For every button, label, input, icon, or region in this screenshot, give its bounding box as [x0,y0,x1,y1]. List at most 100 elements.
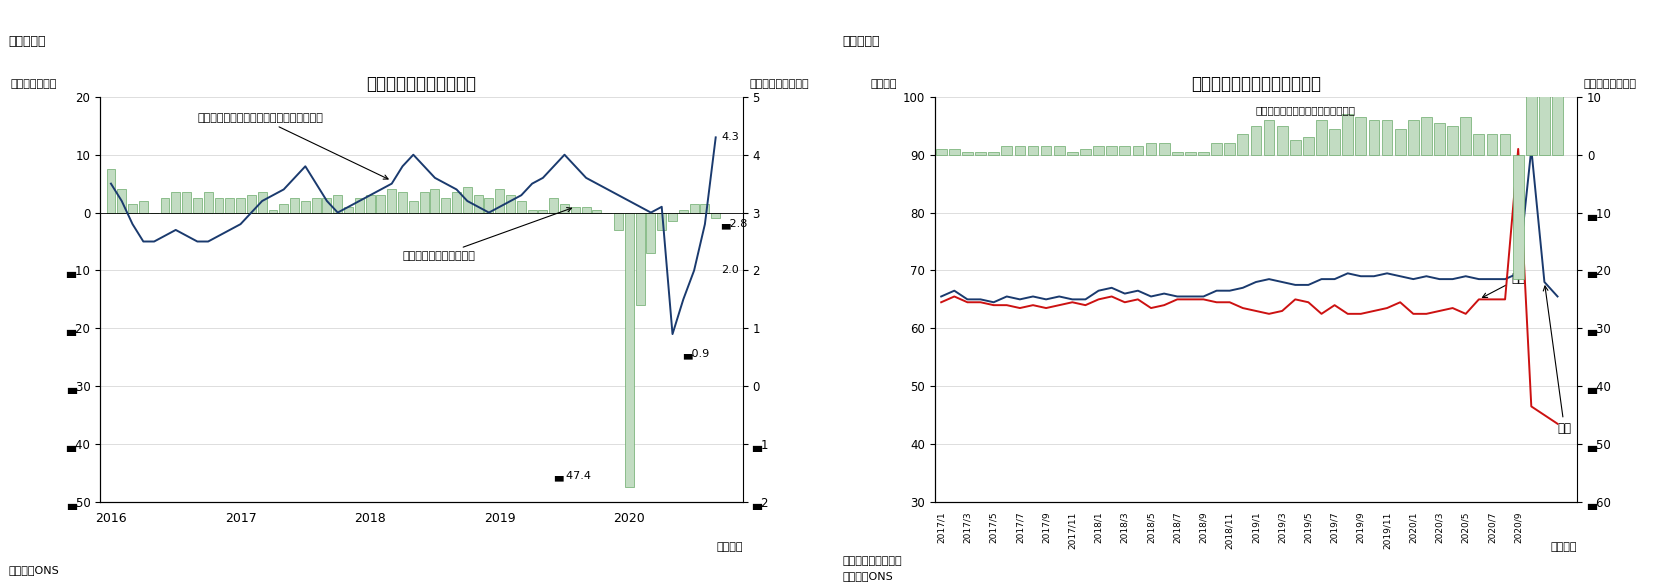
Bar [1028,146,1038,155]
Bar [1512,155,1524,279]
Bar [257,193,267,212]
Bar [592,210,601,212]
Bar [182,193,190,212]
Text: 4.3: 4.3 [721,132,739,143]
Bar [1158,143,1170,155]
Bar [1382,120,1392,155]
Bar [107,169,115,212]
Bar [1250,126,1262,155]
Bar [701,204,709,212]
Bar [539,210,547,212]
Bar [1409,120,1419,155]
Bar [225,198,234,212]
Bar [1277,126,1287,155]
Text: 月あたり給与（中央値）の伸び率（右軸）: 月あたり給与（中央値）の伸び率（右軸） [197,113,389,179]
Bar [322,198,332,212]
Bar [549,198,557,212]
Bar [355,198,364,212]
Bar [366,195,374,212]
Bar [1263,120,1275,155]
Bar [377,195,386,212]
Bar [300,201,310,212]
Bar [582,207,591,212]
Bar [129,204,137,212]
Text: （前年同期比、％）: （前年同期比、％） [749,79,809,89]
Bar [1552,28,1562,155]
Bar [950,149,960,155]
Bar [1303,137,1314,155]
Text: （図表４）: （図表４） [8,35,45,48]
Bar [614,212,623,230]
Bar [624,212,634,487]
Bar [1355,117,1367,155]
Bar [1237,134,1248,155]
Bar [1120,146,1130,155]
Bar [1500,134,1510,155]
Bar [1107,146,1117,155]
Bar [561,204,569,212]
Bar [496,190,504,212]
Bar [279,204,289,212]
Text: （注）季節調整値。: （注）季節調整値。 [843,556,903,566]
Bar [1066,152,1078,155]
Bar [1395,129,1405,155]
Bar [527,210,536,212]
Bar [668,212,678,221]
Text: ネット流入（＝流入－流出、右軸）: ネット流入（＝流入－流出、右軸） [1257,106,1355,116]
Bar [269,210,277,212]
Bar [1053,146,1065,155]
Bar [1212,143,1222,155]
Bar [1133,146,1143,155]
Bar [636,212,644,305]
Bar [1198,152,1208,155]
Text: （件数、万件）: （件数、万件） [10,79,57,89]
Bar [387,190,396,212]
Bar [344,207,352,212]
Text: ▄2.8: ▄2.8 [721,219,748,230]
Bar [204,193,212,212]
Bar [658,212,666,230]
Text: （資料）ONS: （資料）ONS [8,565,58,575]
Bar [506,195,516,212]
Text: 流入: 流入 [1544,286,1572,436]
Text: （ネット、万人）: （ネット、万人） [1584,79,1637,89]
Text: （万人）: （万人） [871,79,896,89]
Bar [399,193,407,212]
Text: 2.0: 2.0 [721,265,739,275]
Text: （月次）: （月次） [716,542,743,552]
Bar [1369,120,1379,155]
Bar [1525,0,1537,155]
Bar [117,190,127,212]
Bar [689,204,699,212]
Bar [1329,129,1340,155]
Bar [646,212,656,253]
Bar [1001,146,1011,155]
Bar [1342,114,1354,155]
Bar [517,201,526,212]
Bar [1015,146,1025,155]
Bar [452,193,461,212]
Bar [462,187,472,212]
Text: ▄ 47.4: ▄ 47.4 [554,471,591,481]
Bar [1539,22,1551,155]
Bar [172,193,180,212]
Text: （月次）: （月次） [1551,542,1577,552]
Bar [441,198,451,212]
Bar [215,198,224,212]
Bar [1093,146,1103,155]
Title: 英国給与所得者の流出入推移: 英国給与所得者の流出入推移 [1192,75,1320,93]
Bar [975,152,986,155]
Bar [431,190,439,212]
Bar [1447,126,1459,155]
Bar [679,210,688,212]
Title: 給与取得者データの推移: 給与取得者データの推移 [367,75,476,93]
Bar [194,198,202,212]
Bar [1487,134,1497,155]
Bar [1460,117,1470,155]
Text: 流出: 流出 [1482,272,1525,298]
Bar [160,198,169,212]
Bar [139,201,149,212]
Bar [1145,143,1157,155]
Bar [1290,140,1300,155]
Bar [312,198,320,212]
